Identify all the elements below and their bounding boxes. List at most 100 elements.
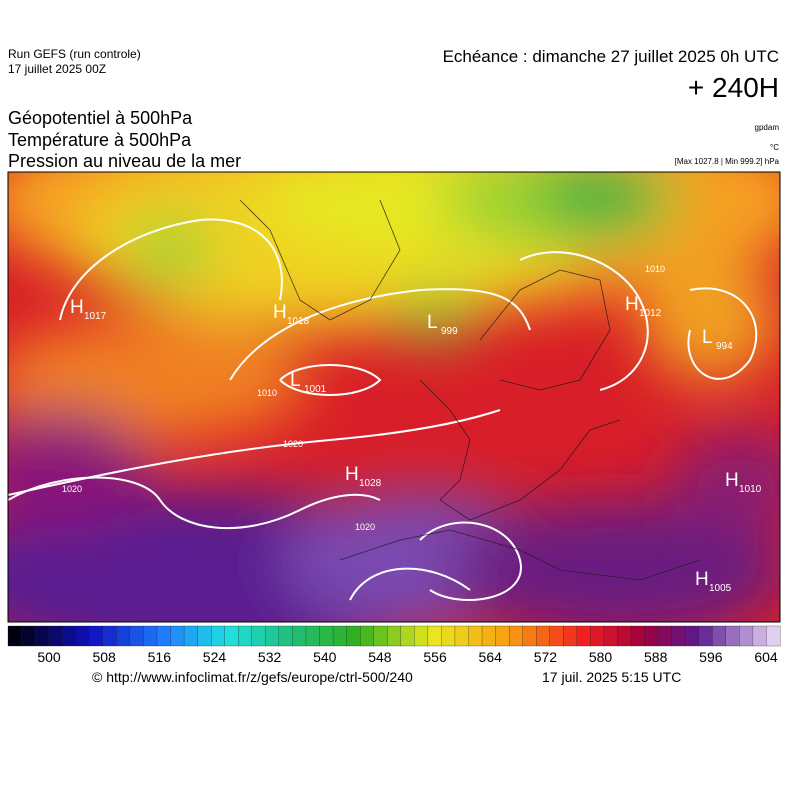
map-field — [8, 172, 780, 622]
isobar-label: 1010 — [645, 264, 665, 274]
colorbar-cell — [332, 625, 348, 647]
pressure-range: [Max 1027.8 | Min 999.2] hPa — [675, 157, 780, 166]
colorbar-cell — [156, 625, 171, 647]
colorbar-cell — [129, 625, 144, 647]
center-type: H — [725, 470, 739, 491]
colorbar-cell — [481, 625, 497, 647]
colorbar-cell — [685, 625, 700, 647]
colorbar-cell — [468, 625, 483, 647]
colorbar-cell — [305, 625, 320, 647]
colorbar-cell — [495, 625, 510, 647]
colorbar-cell — [102, 625, 117, 647]
colorbar-cell — [630, 625, 646, 647]
center-value: 1010 — [739, 484, 762, 495]
center-value: 1012 — [639, 308, 662, 319]
colorbar-label: 572 — [534, 649, 558, 665]
colorbar-cell — [644, 625, 659, 647]
center-type: H — [345, 464, 359, 485]
colorbar-label: 508 — [92, 649, 116, 665]
colorbar-cell — [563, 625, 578, 647]
colorbar-cell — [508, 625, 524, 647]
center-type: L — [427, 312, 438, 333]
colorbar-label: 524 — [203, 649, 227, 665]
colorbar-cell — [603, 625, 618, 647]
run-name: Run GEFS (run controle) — [8, 47, 141, 61]
colorbar-label: 580 — [589, 649, 613, 665]
footer-time: 17 juil. 2025 5:15 UTC — [542, 669, 681, 685]
colorbar-cell — [617, 625, 632, 647]
colorbar-cell — [224, 625, 239, 647]
colorbar: 500 508 516 524 532 540 548 556 564 572 580 588 596 6… — [7, 625, 781, 665]
title: Température à 500hPa — [8, 130, 192, 150]
isobar-label: 1010 — [257, 388, 277, 398]
colorbar-cell — [671, 625, 686, 647]
colorbar-label: 548 — [368, 649, 392, 665]
isobar-label: 1020 — [283, 439, 303, 449]
colorbar-label: 556 — [423, 649, 447, 665]
colorbar-cell — [427, 625, 442, 647]
colorbar-cell — [549, 625, 564, 647]
colorbar-cell — [359, 625, 375, 647]
colorbar-label: 500 — [37, 649, 61, 665]
center-value: 999 — [441, 326, 458, 337]
colorbar-cell — [170, 625, 185, 647]
colorbar-cell — [522, 625, 537, 647]
colorbar-cell — [238, 625, 253, 647]
center-value: 994 — [716, 341, 733, 352]
run-date: 17 juillet 2025 00Z — [8, 62, 106, 76]
colorbar-cell — [373, 625, 388, 647]
colorbar-cell — [143, 625, 158, 647]
colorbar-label: 532 — [258, 649, 282, 665]
center-type: H — [70, 297, 84, 318]
unit: gpdam — [755, 123, 780, 132]
colorbar-cell — [752, 625, 767, 647]
colorbar-cell — [116, 625, 131, 647]
colorbar-cell — [7, 625, 22, 647]
colorbar-cell — [251, 625, 266, 647]
colorbar-label: 540 — [313, 649, 337, 665]
center-type: L — [702, 327, 713, 348]
map-frame — [7, 171, 781, 623]
colorbar-cell — [211, 625, 226, 647]
colorbar-cell — [454, 625, 469, 647]
colorbar-cell — [387, 625, 402, 647]
colorbar-cell — [34, 625, 50, 647]
center-type: H — [273, 302, 287, 323]
colorbar-cell — [319, 625, 334, 647]
colorbar-cell — [441, 625, 456, 647]
colorbar-label: 588 — [644, 649, 668, 665]
colorbar-cell — [400, 625, 415, 647]
colorbar-cell — [590, 625, 605, 647]
center-value: 1017 — [84, 311, 107, 322]
colorbar-cell — [75, 625, 90, 647]
colorbar-cell — [265, 625, 280, 647]
colorbar-cell — [712, 625, 727, 647]
colorbar-cell — [739, 625, 754, 647]
colorbar-cell — [278, 625, 293, 647]
colorbar-label: 596 — [699, 649, 723, 665]
colorbar-cell — [725, 625, 740, 647]
colorbar-cell — [346, 625, 361, 647]
colorbar-cell — [21, 625, 36, 647]
center-value: 1005 — [709, 583, 732, 594]
colorbar-cell — [62, 625, 77, 647]
colorbar-cell — [414, 625, 429, 647]
center-type: H — [625, 294, 639, 315]
colorbar-label: 604 — [754, 649, 778, 665]
center-type: H — [695, 569, 709, 590]
center-value: 1001 — [304, 384, 327, 395]
center-value: 1028 — [359, 478, 382, 489]
title: Pression au niveau de la mer — [8, 151, 241, 171]
center-type: L — [290, 370, 301, 391]
colorbar-cell — [48, 625, 63, 647]
colorbar-cell — [766, 625, 781, 647]
colorbar-cell — [698, 625, 713, 647]
colorbar-cell — [197, 625, 212, 647]
colorbar-cell — [292, 625, 307, 647]
footer-url: © http://www.infoclimat.fr/z/gefs/europe… — [92, 669, 413, 685]
colorbar-cell — [576, 625, 591, 647]
colorbar-cell — [183, 625, 199, 647]
center-value: 1018 — [287, 316, 310, 327]
colorbar-label: 516 — [148, 649, 172, 665]
